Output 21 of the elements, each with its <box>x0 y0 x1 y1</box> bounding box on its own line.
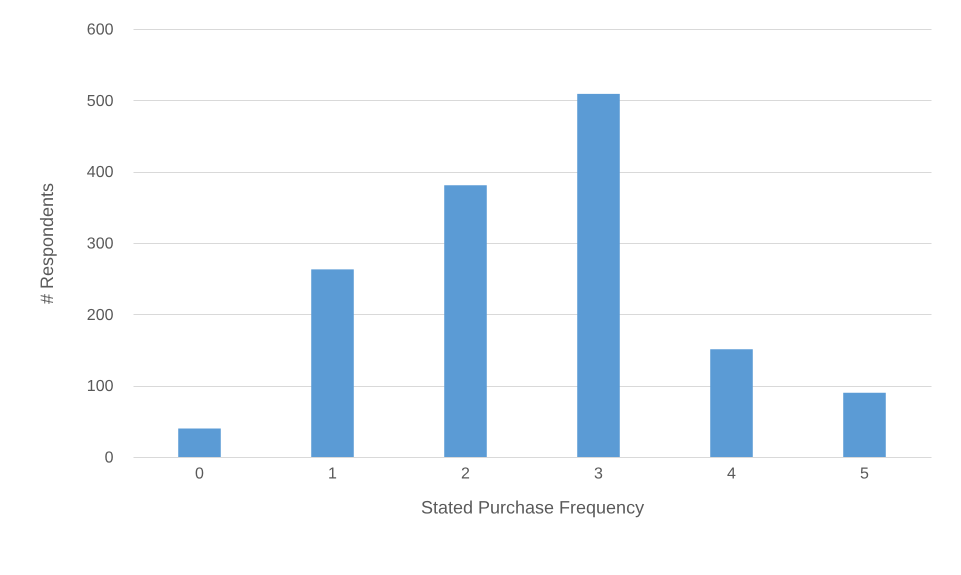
x-tick-label: 1 <box>328 466 338 482</box>
y-axis-title: # Respondents <box>36 182 57 304</box>
x-axis-title: Stated Purchase Frequency <box>420 498 644 518</box>
bar <box>311 269 354 457</box>
y-tick-label: 400 <box>86 164 114 182</box>
y-tick-label: 300 <box>86 236 114 252</box>
x-tick-label: 2 <box>461 466 470 482</box>
bar <box>577 94 620 457</box>
x-tick-label: 3 <box>594 466 604 482</box>
x-tick-label: 0 <box>195 466 204 482</box>
y-tick-label: 100 <box>86 378 114 396</box>
bar <box>710 349 753 457</box>
x-tick-label: 4 <box>727 466 736 482</box>
y-tick-label: 600 <box>86 22 114 38</box>
y-tick-label: 200 <box>86 306 114 324</box>
y-tick-label: 0 <box>104 450 114 466</box>
bar <box>444 185 487 457</box>
bar <box>843 392 886 457</box>
x-tick-label: 5 <box>860 466 870 482</box>
bar <box>178 428 221 457</box>
y-tick-label: 500 <box>86 92 114 110</box>
